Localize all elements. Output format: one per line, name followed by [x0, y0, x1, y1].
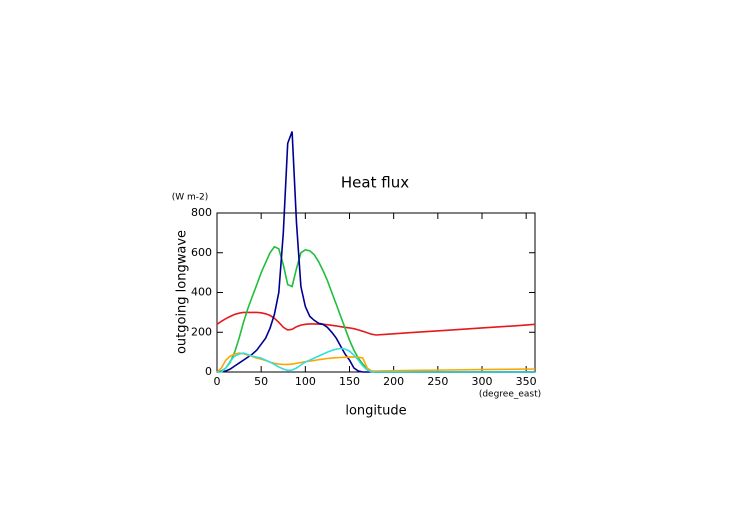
- series-line: [216, 311, 536, 336]
- x-tick-label: 100: [295, 375, 316, 388]
- x-tick-label: 300: [472, 375, 493, 388]
- chart-title: Heat flux: [341, 174, 409, 192]
- y-tick-label: 0: [205, 365, 212, 378]
- x-tick-label: 50: [254, 375, 268, 388]
- x-axis-label: longitude: [345, 404, 406, 419]
- x-tick-label: 350: [516, 375, 537, 388]
- plot-frame: [216, 212, 536, 373]
- series-line: [216, 131, 535, 373]
- x-tick-label: 200: [383, 375, 404, 388]
- series-line: [216, 352, 536, 373]
- x-tick-label: 0: [214, 375, 221, 388]
- y-axis-label: outgoing longwave: [175, 230, 190, 354]
- x-tick-label: 150: [339, 375, 360, 388]
- series-line: [216, 245, 535, 373]
- x-tick-label: 250: [427, 375, 448, 388]
- y-tick-label: 400: [191, 286, 212, 299]
- y-tick-label: 800: [191, 206, 212, 219]
- y-tick-label: 200: [191, 325, 212, 338]
- y-tick-label: 600: [191, 246, 212, 259]
- y-unit: (W m-2): [172, 193, 209, 203]
- x-unit: (degree_east): [479, 390, 541, 400]
- series-line: [217, 347, 535, 373]
